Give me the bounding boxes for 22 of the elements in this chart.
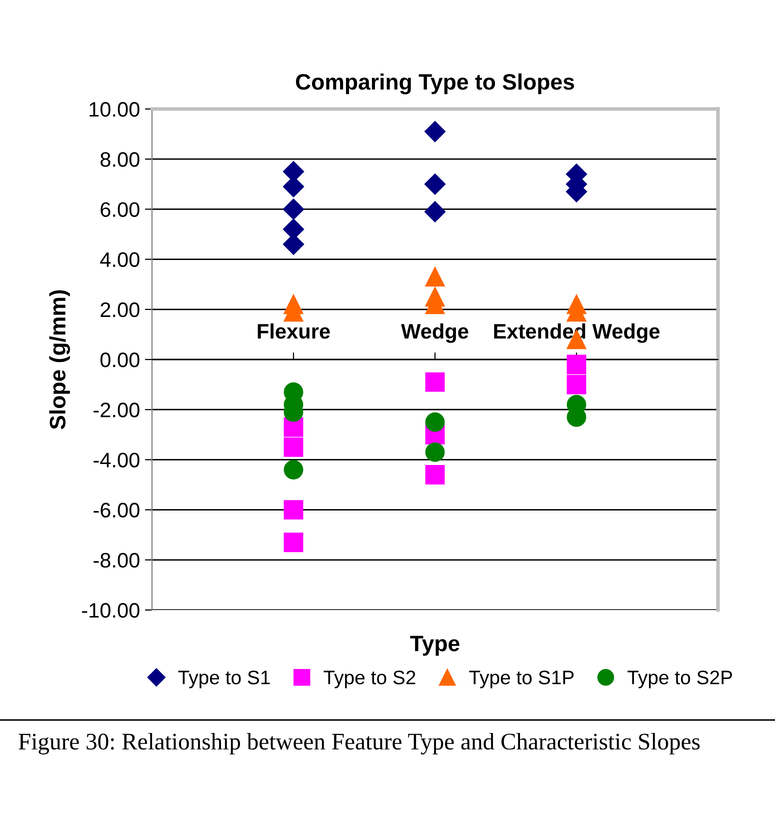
x-tick-label: Flexure <box>258 323 330 339</box>
caption: Figure 30: Relationship between Feature Type and Characteristic Slopes <box>18 733 700 754</box>
y-axis-title: Slope (g/mm) <box>49 290 70 430</box>
legend-label: Type to S1P <box>469 670 574 688</box>
chart-title: Comparing Type to Slopes <box>296 73 574 94</box>
y-tick-label: 0.00 <box>100 352 140 368</box>
x-tick-label: Extended Wedge <box>494 323 660 343</box>
x-axis-title: Type <box>410 636 460 656</box>
y-tick-label: 2.00 <box>100 302 140 318</box>
legend-label: Type to S2P <box>628 670 732 688</box>
y-tick-label: -6.00 <box>94 502 140 518</box>
y-tick-label: 6.00 <box>100 202 140 217</box>
y-tick-label: 4.00 <box>100 252 140 268</box>
legend-label: Type to S2 <box>324 670 416 688</box>
y-tick-label: -4.00 <box>94 452 140 468</box>
y-tick-label: 8.00 <box>100 152 140 167</box>
legend-label: Type to S1 <box>178 670 270 688</box>
y-tick-label: -2.00 <box>94 402 140 418</box>
y-tick-label: 10.00 <box>90 102 140 117</box>
y-tick-label: -10.00 <box>82 603 140 618</box>
y-tick-label: -8.00 <box>94 552 140 568</box>
x-tick-label: Wedge <box>401 323 468 343</box>
